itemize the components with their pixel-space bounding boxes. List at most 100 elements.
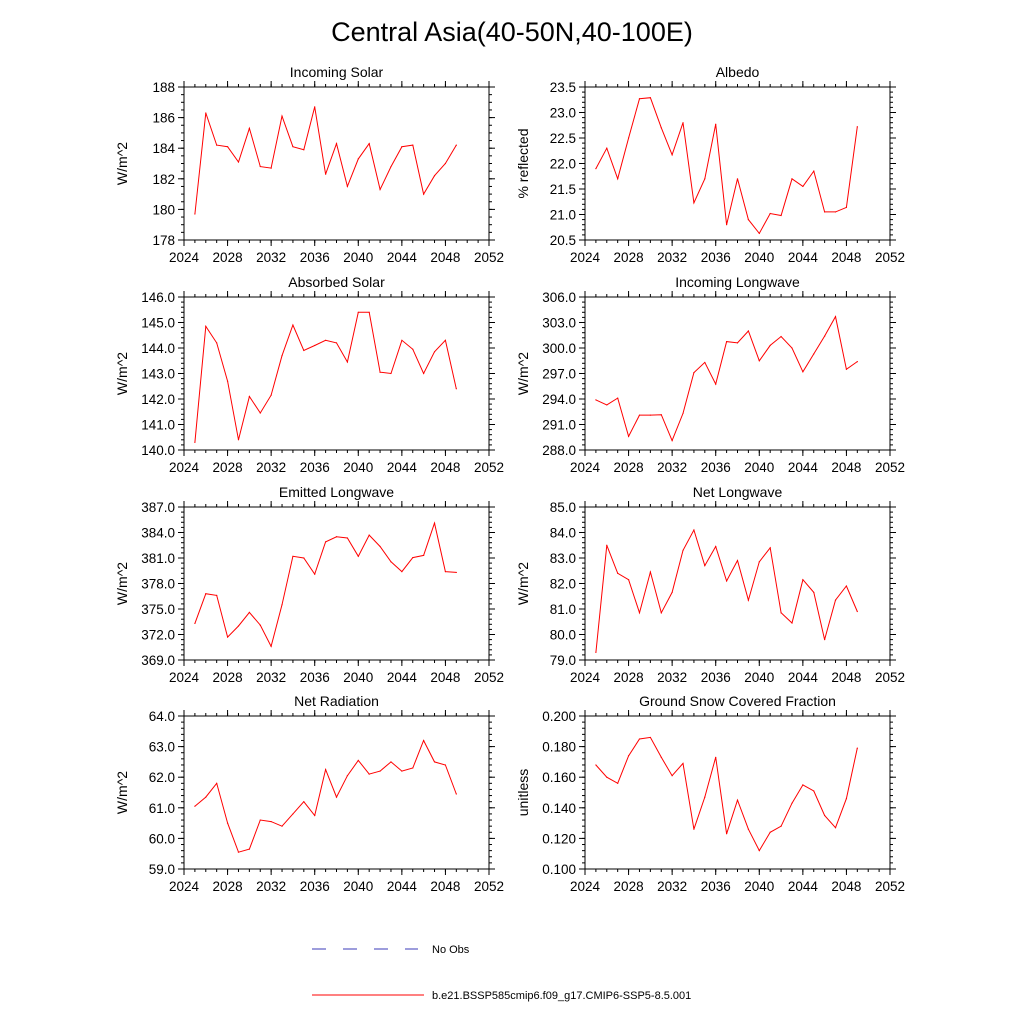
plot-frame [183, 715, 490, 870]
data-point [617, 397, 619, 399]
plot-frame [183, 296, 490, 451]
x-tick-label: 2024 [169, 879, 200, 894]
plot-frame [183, 506, 490, 661]
data-point [834, 211, 837, 213]
data-point [401, 146, 403, 148]
y-tick-label: 291.0 [542, 418, 576, 433]
data-point [693, 372, 695, 374]
x-tick-label: 2028 [213, 879, 243, 894]
data-point [292, 813, 294, 815]
data-point [769, 831, 771, 833]
data-point [747, 219, 749, 221]
data-point [649, 736, 651, 739]
x-tick-label: 2040 [343, 460, 373, 475]
x-tick-label: 2028 [614, 879, 644, 894]
y-tick-label: 372.0 [141, 628, 175, 643]
data-point [412, 144, 414, 146]
data-point [379, 188, 381, 191]
data-point [346, 775, 348, 777]
data-point [346, 185, 348, 188]
data-point [660, 127, 662, 129]
data-point [303, 349, 305, 352]
x-tick-label: 2044 [788, 460, 819, 475]
x-tick-label: 2040 [343, 879, 373, 894]
axis-ticks [178, 501, 495, 666]
series-line [595, 528, 858, 653]
data-point [248, 611, 250, 614]
y-tick-label: 0.160 [542, 770, 576, 785]
data-point [433, 175, 436, 177]
y-tick-label: 0.140 [542, 801, 576, 816]
y-axis-label: unitless [515, 769, 531, 816]
data-point [595, 168, 597, 170]
data-point [205, 796, 207, 798]
data-point [824, 639, 826, 641]
axis-ticks [178, 81, 495, 246]
data-point [390, 761, 392, 763]
data-point [368, 773, 370, 775]
data-point [248, 395, 250, 398]
data-point [379, 770, 381, 772]
data-point [314, 344, 316, 347]
data-point [325, 768, 327, 771]
data-point [325, 173, 327, 175]
data-points [595, 529, 858, 653]
data-point [649, 571, 651, 573]
data-point [726, 580, 728, 582]
x-tick-label: 2024 [169, 670, 200, 685]
data-point [390, 372, 392, 375]
data-point [715, 383, 717, 385]
x-tick-label: 2024 [169, 460, 200, 475]
data-point [303, 801, 305, 803]
y-tick-label: 59.0 [149, 862, 175, 877]
data-point [813, 353, 815, 355]
data-point [747, 330, 749, 332]
data-point [259, 819, 261, 821]
data-point [780, 612, 782, 614]
y-tick-label: 0.200 [542, 709, 576, 724]
data-point [845, 368, 848, 370]
data-point [715, 756, 717, 758]
data-point [627, 137, 630, 139]
data-point [726, 341, 728, 343]
plot-frame [183, 86, 490, 241]
data-points [595, 736, 858, 852]
x-tick-label: 2044 [788, 670, 819, 685]
y-tick-label: 378.0 [141, 577, 175, 592]
y-tick-label: 288.0 [542, 443, 576, 458]
data-point [444, 764, 447, 766]
data-points [595, 97, 858, 234]
data-point [346, 537, 348, 539]
data-point [704, 361, 706, 364]
x-tick-label: 2048 [430, 670, 460, 685]
data-point [856, 126, 858, 128]
x-tick-label: 2036 [701, 250, 731, 265]
x-tick-label: 2024 [570, 460, 601, 475]
data-point [693, 202, 695, 204]
data-point [455, 144, 457, 146]
data-point [747, 828, 749, 830]
data-point [281, 115, 283, 117]
data-point [303, 149, 305, 151]
data-point [325, 541, 327, 543]
x-tick-label: 2052 [875, 670, 905, 685]
data-point [693, 828, 695, 830]
x-tick-label: 2028 [213, 670, 243, 685]
data-point [627, 579, 630, 581]
data-point [368, 311, 370, 313]
data-point [412, 556, 414, 559]
x-tick-label: 2036 [300, 460, 330, 475]
data-point [281, 825, 283, 827]
data-point [335, 536, 338, 538]
y-axis-label: W/m^2 [515, 562, 531, 605]
x-tick-label: 2040 [744, 879, 774, 894]
data-point [660, 756, 662, 758]
x-tick-label: 2028 [614, 460, 644, 475]
y-tick-label: 82.0 [550, 577, 576, 592]
data-point [423, 739, 425, 742]
data-point [194, 213, 196, 215]
panel-title: Albedo [716, 64, 760, 80]
x-tick-label: 2040 [744, 670, 774, 685]
data-point [226, 636, 229, 638]
y-tick-label: 0.120 [542, 831, 576, 846]
